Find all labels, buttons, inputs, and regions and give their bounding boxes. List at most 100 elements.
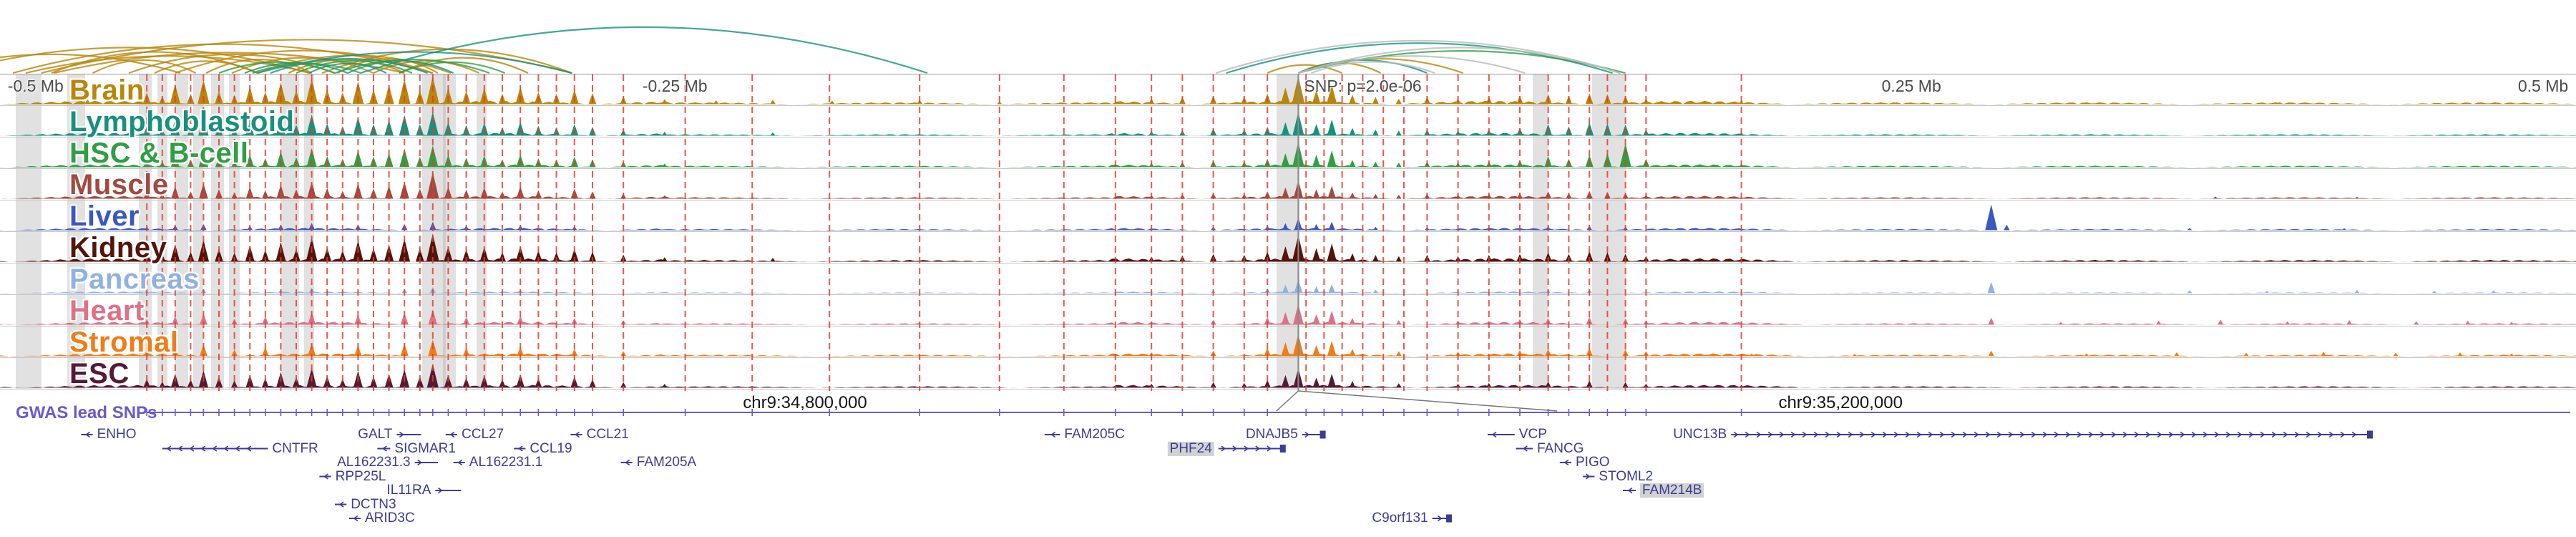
track-row-heart [0, 295, 2576, 326]
gene-label: CCL27 [462, 427, 504, 442]
track-label-stromal: Stromal [69, 326, 179, 358]
gene-label: C9orf131 [1372, 511, 1428, 526]
interaction-arc [1311, 61, 1435, 74]
interaction-arc-layer [0, 26, 1626, 74]
highlight-band [229, 74, 240, 390]
ruler-tick-label: -0.25 Mb [642, 77, 708, 95]
gene-label: AL162231.1 [469, 455, 543, 470]
highlight-band [1615, 74, 1626, 390]
gene-label: AL162231.3 [337, 455, 411, 470]
gene-strand-arrows [417, 459, 422, 466]
highlight-band [157, 74, 167, 390]
interaction-arc [218, 61, 336, 74]
interaction-arc [270, 57, 428, 74]
gene-label: SIGMAR1 [394, 440, 456, 456]
gene-strand-arrows [1050, 431, 1056, 438]
ruler-tick-label: 0.5 Mb [2517, 77, 2569, 95]
gene-strand-arrows [457, 459, 463, 466]
gene-label: DNAJB5 [1245, 427, 1298, 442]
ruler-tick-label: -0.5 Mb [7, 77, 64, 95]
highlight-band [211, 74, 225, 390]
gene-exon-box [1279, 445, 1286, 453]
gene-strand-arrows [338, 501, 344, 508]
interaction-arc [0, 53, 181, 74]
track-label-kidney: Kidney [69, 232, 167, 263]
snp-connector-lines [1276, 390, 1558, 412]
track-signal-lymphoblastoid [0, 112, 2576, 136]
gene-label: FANCG [1537, 440, 1584, 456]
gene-exon-box [1446, 514, 1452, 523]
lead-snp-ticks [146, 409, 1742, 416]
gene-label: GALT [358, 427, 393, 442]
gene-strand-arrows [1522, 445, 1528, 452]
highlight-band [443, 74, 457, 390]
gene-label: DCTN3 [351, 496, 396, 512]
track-label-brain: Brain [69, 74, 145, 106]
gene-label: FAM214B [1640, 483, 1704, 498]
highlight-band [175, 74, 188, 390]
genomic-coordinate-label: chr9:34,800,000 [743, 393, 867, 412]
track-row-hsc-b-cell [0, 137, 2576, 169]
gene-label: STOML2 [1599, 468, 1654, 484]
gene-strand-arrows [1563, 459, 1569, 466]
gene-exon-box [1319, 430, 1326, 439]
gene-label: CCL19 [530, 440, 572, 456]
gwas-lead-snps-label: GWAS lead SNPs [16, 403, 157, 422]
highlight-band [193, 74, 204, 390]
track-row-pancreas [0, 263, 2576, 295]
track-label-liver: Liver [69, 200, 140, 232]
highlight-band [67, 74, 85, 390]
track-signal-stromal [0, 334, 2576, 357]
gene-strand-arrows [382, 445, 387, 452]
highlight-band [1591, 74, 1616, 390]
gene-label: RPP25L [335, 468, 386, 484]
interaction-arc [337, 58, 439, 74]
gene-strand-arrows [1627, 487, 1633, 494]
genomic-coordinate-label: chr9:35,200,000 [1778, 393, 1903, 412]
gene-exon-box [2367, 430, 2373, 439]
track-row-stromal [0, 326, 2576, 358]
track-label-heart: Heart [69, 295, 145, 326]
gene-strand-arrows [323, 473, 328, 480]
gene-strand-arrows [85, 431, 90, 438]
interaction-arc [296, 59, 413, 74]
interaction-arc [360, 26, 928, 74]
gene-strand-arrows [449, 431, 455, 438]
gene-label: PIGO [1576, 455, 1610, 470]
track-label-esc: ESC [69, 358, 130, 390]
gene-label: CCL21 [586, 427, 629, 442]
gene-strand-arrows [1585, 473, 1591, 480]
gene-strand-arrows [517, 445, 523, 452]
interaction-arc [92, 59, 197, 74]
track-label-lymphoblastoid: Lymphoblastoid [69, 106, 295, 137]
gene-label: FAM205C [1064, 427, 1125, 442]
gene-strand-arrows [1733, 431, 2357, 438]
track-label-muscle: Muscle [69, 169, 169, 200]
gene-label: PHF24 [1167, 441, 1214, 456]
gene-label: CNTFR [272, 440, 318, 456]
highlight-band [15, 74, 42, 390]
gene-label: ARID3C [365, 511, 415, 526]
gene-strand-arrows [625, 459, 630, 466]
gene-label: VCP [1518, 427, 1547, 442]
interaction-arc [1298, 47, 1621, 74]
track-label-pancreas: Pancreas [69, 263, 200, 295]
track-signal-hsc-b-cell [0, 142, 2576, 168]
gene-strand-arrows [166, 445, 252, 452]
track-row-liver [0, 200, 2576, 232]
gene-strand-arrows [1221, 445, 1272, 452]
gene-label: FAM205A [636, 455, 697, 470]
gene-strand-arrows [437, 487, 443, 494]
interaction-arc [308, 62, 387, 74]
interaction-arc [12, 43, 434, 74]
gene-strand-arrows [353, 515, 358, 522]
gene-strand-arrows [1437, 515, 1443, 522]
gene-label: UNC13B [1673, 427, 1727, 442]
gene-label: ENHO [97, 427, 137, 442]
highlight-band [139, 74, 152, 390]
interaction-arc [1298, 55, 1526, 74]
track-signal-brain [0, 76, 2576, 105]
